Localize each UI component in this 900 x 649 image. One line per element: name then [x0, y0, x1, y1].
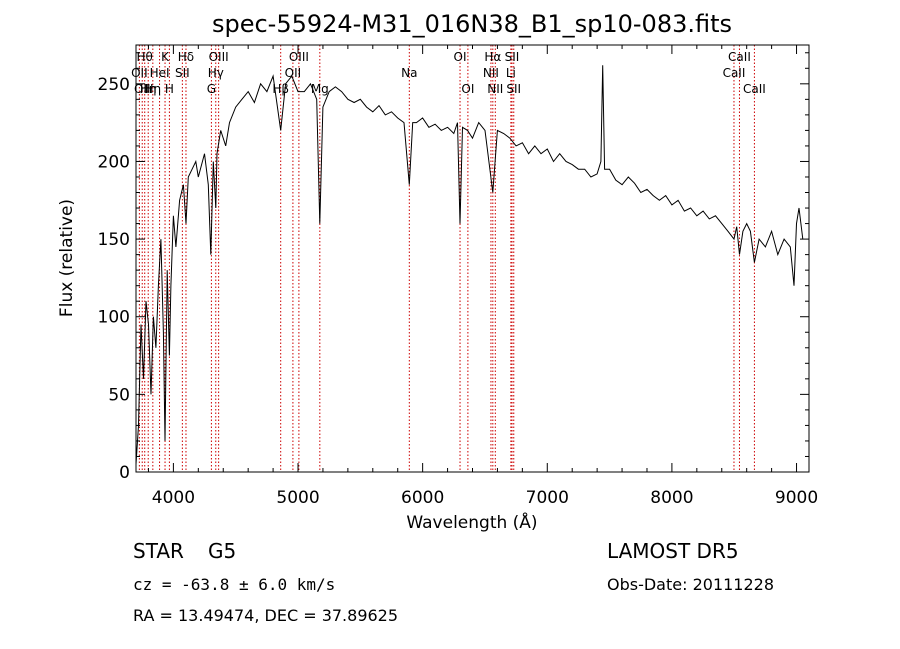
chart-title: spec-55924-M31_016N38_B1_sp10-083.fits [212, 10, 732, 38]
emission-line-label: OII [131, 66, 148, 80]
emission-line-label: Li [506, 66, 516, 80]
emission-line-label: Hγ [208, 66, 224, 80]
y-axis-label: Flux (relative) [57, 199, 77, 317]
x-tick-label: 4000 [152, 488, 195, 508]
emission-line-markers [138, 45, 755, 472]
emission-line-label: OII [285, 66, 302, 80]
x-axis-ticks: 4000 5000 6000 7000 8000 9000 [147, 45, 818, 508]
ra-dec: RA = 13.49474, DEC = 37.89625 [133, 606, 398, 625]
emission-line-label: SII [506, 82, 521, 96]
emission-line-label: Hθ [137, 50, 153, 64]
emission-line-label: SII [505, 50, 520, 64]
emission-line-label: Hη [145, 82, 162, 96]
emission-line-label: Na [401, 66, 417, 80]
object-subclass: G5 [208, 539, 236, 563]
plot-frame [135, 44, 810, 473]
y-tick-label: 100 [98, 308, 130, 328]
x-tick-label: 9000 [775, 488, 818, 508]
emission-line-label: OI [454, 50, 467, 64]
x-tick-label: 6000 [401, 488, 444, 508]
spectrum-series [135, 65, 804, 465]
x-tick-label: 8000 [650, 488, 693, 508]
y-tick-label: 250 [98, 75, 130, 95]
y-tick-label: 50 [108, 385, 130, 405]
y-axis-ticks: 0 50 100 150 200 250 [98, 52, 809, 483]
survey-name: LAMOST DR5 [607, 539, 739, 563]
x-axis-label: Wavelength (Å) [406, 511, 537, 533]
emission-line-labels: OIIOIIHθHηHηHeIKHSIIHδGHγOIIIHβOIIOIIIMg… [131, 50, 766, 96]
emission-line-label: OIII [289, 50, 309, 64]
obs-date: Obs-Date: 20111228 [607, 575, 774, 594]
emission-line-label: NII [483, 66, 499, 80]
emission-line-label: OI [461, 82, 474, 96]
emission-line-label: Hα [484, 50, 501, 64]
object-class: STAR [133, 539, 184, 563]
y-tick-label: 200 [98, 152, 130, 172]
emission-line-label: Hη [140, 82, 157, 96]
emission-line-label: OIII [209, 50, 229, 64]
emission-line-label: NII [487, 82, 503, 96]
emission-line-label: OII [134, 82, 151, 96]
emission-line-label: H [165, 82, 174, 96]
emission-line-label: CaII [723, 66, 746, 80]
x-tick-label: 5000 [276, 488, 319, 508]
emission-line-label: SII [175, 66, 190, 80]
emission-line-label: HeI [150, 66, 170, 80]
emission-line-label: K [161, 50, 170, 64]
emission-line-label: G [207, 82, 216, 96]
x-tick-label: 7000 [526, 488, 569, 508]
cz-value: cz = -63.8 ± 6.0 km/s [133, 575, 335, 594]
emission-line-label: CaII [743, 82, 766, 96]
emission-line-label: Hδ [178, 50, 194, 64]
emission-line-label: Mg [311, 82, 329, 96]
y-tick-label: 0 [119, 463, 130, 483]
emission-line-label: CaII [728, 50, 751, 64]
y-tick-label: 150 [98, 230, 130, 250]
